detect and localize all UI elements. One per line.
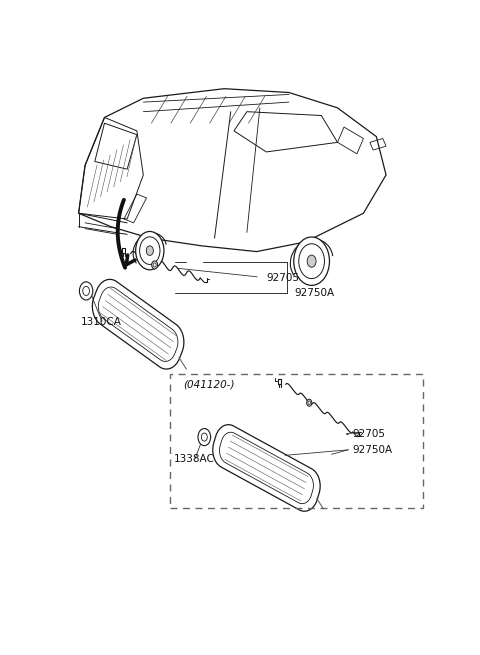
- Text: 92750A: 92750A: [294, 288, 335, 298]
- Circle shape: [146, 246, 153, 255]
- Circle shape: [201, 433, 207, 441]
- Circle shape: [153, 263, 156, 267]
- Circle shape: [198, 428, 211, 445]
- Circle shape: [152, 261, 157, 269]
- Circle shape: [308, 401, 311, 405]
- Circle shape: [136, 231, 164, 270]
- Circle shape: [140, 237, 160, 265]
- Text: 92705: 92705: [352, 428, 385, 439]
- Circle shape: [299, 244, 324, 278]
- Circle shape: [83, 286, 89, 295]
- Text: 1310CA: 1310CA: [81, 317, 121, 327]
- Circle shape: [294, 237, 329, 286]
- Text: 92705: 92705: [266, 273, 300, 283]
- Circle shape: [307, 400, 312, 406]
- Circle shape: [307, 255, 316, 267]
- Bar: [170, 373, 423, 508]
- Text: 92750A: 92750A: [352, 445, 392, 455]
- Text: (041120-): (041120-): [183, 380, 234, 390]
- Circle shape: [79, 282, 93, 300]
- Text: 1338AC: 1338AC: [173, 454, 215, 464]
